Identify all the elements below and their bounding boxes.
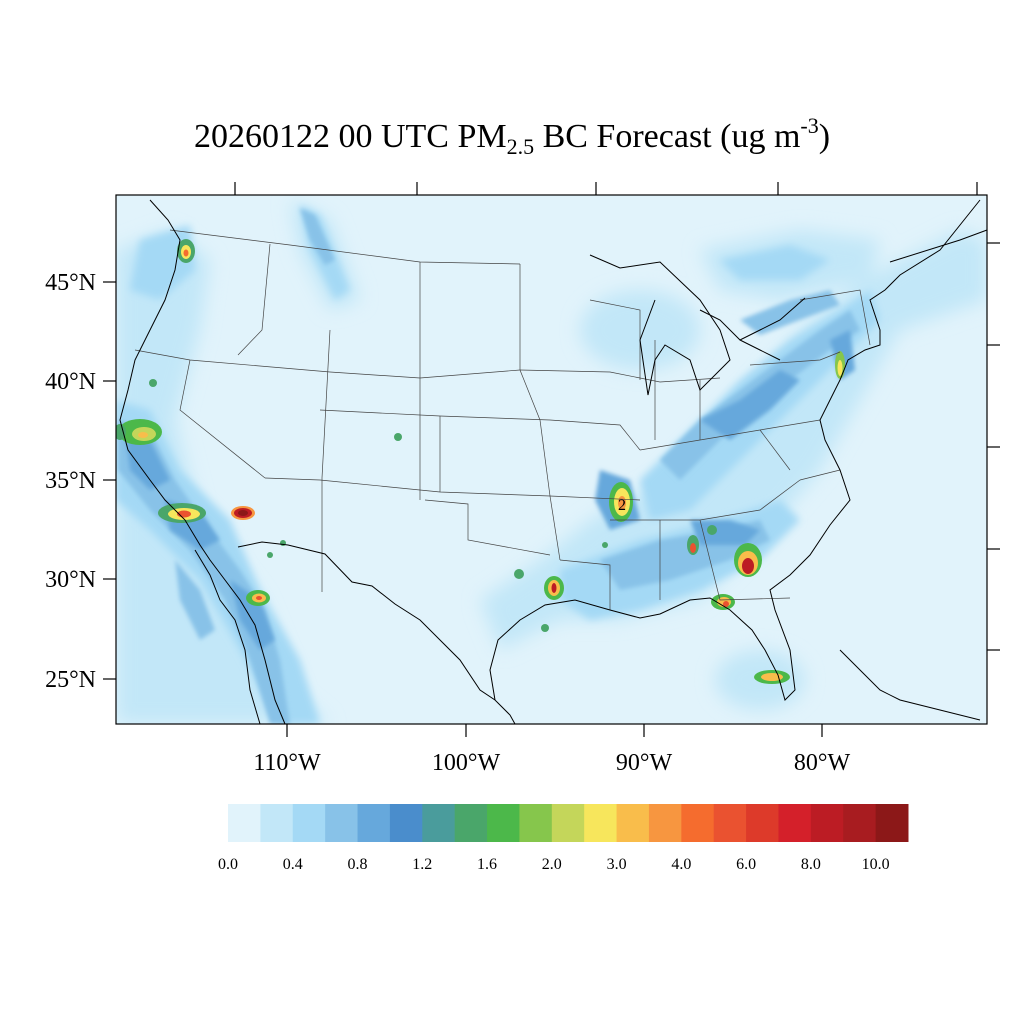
hotspot-florida-panhandle	[711, 594, 735, 610]
hotspot-memphis	[609, 482, 633, 522]
colorbar-tick-label: 4.0	[671, 856, 691, 873]
title-subscript: 2.5	[506, 134, 535, 159]
lon-label-80w: 80°W	[794, 750, 851, 776]
contour-label: 2	[618, 497, 626, 514]
lat-label-40: 40°N	[45, 369, 96, 395]
hotspot-seattle	[177, 239, 195, 263]
colorbar-swatch	[228, 804, 261, 842]
colorbar-tick-label: 1.6	[477, 856, 497, 873]
lat-label-25: 25°N	[45, 667, 96, 693]
colorbar-swatch	[616, 804, 650, 842]
lat-label-30: 30°N	[45, 567, 96, 593]
title-suffix: )	[818, 118, 831, 155]
lon-label-90w: 90°W	[616, 750, 673, 776]
colorbar-tick-label: 8.0	[801, 856, 821, 873]
hotspot-phoenix	[231, 506, 255, 520]
coastline-and-borders	[119, 199, 988, 725]
hotspot-atlanta-area	[687, 535, 699, 555]
hotspot-hermosillo	[246, 590, 270, 606]
colorbar-tick-label: 1.2	[412, 856, 432, 873]
colorbar-swatch	[778, 804, 812, 842]
colorbar-swatch	[519, 804, 553, 842]
colorbar-tick-label: 0.8	[348, 856, 368, 873]
hotspot-south-florida	[754, 670, 790, 684]
colorbar-swatch	[325, 804, 359, 842]
colorbar-tick-label: 6.0	[736, 856, 756, 873]
hotspot-bay-area	[116, 419, 162, 445]
colorbar-tick-label: 0.4	[283, 856, 303, 873]
colorbar-swatch	[584, 804, 618, 842]
colorbar-tick-label: 2.0	[542, 856, 562, 873]
hotspot-small	[149, 379, 717, 632]
state-boundaries	[134, 229, 871, 610]
colorbar-swatch	[551, 804, 585, 842]
colorbar-swatch	[843, 804, 877, 842]
map-axis-ticks	[103, 182, 1000, 737]
title-superscript: -3	[800, 113, 819, 138]
colorbar-swatch	[713, 804, 747, 842]
map-field	[116, 195, 987, 724]
latitude-labels: 45°N 40°N 35°N 30°N 25°N	[45, 270, 96, 693]
hotspot-georgia	[734, 543, 762, 577]
longitude-labels: 110°W 100°W 90°W 80°W	[253, 750, 850, 776]
lat-label-45: 45°N	[45, 270, 96, 296]
lon-label-100w: 100°W	[432, 750, 501, 776]
colorbar-swatch	[260, 804, 294, 842]
map-title: 20260122 00 UTC PM2.5 BC Forecast (ug m-…	[0, 115, 1024, 159]
colorbar-swatch	[681, 804, 715, 842]
colorbar-swatch	[487, 804, 520, 842]
hotspot-los-angeles	[158, 503, 206, 523]
lat-label-35: 35°N	[45, 468, 96, 494]
colorbar-swatch	[292, 804, 326, 842]
colorbar-swatch	[357, 804, 391, 842]
colorbar-swatch	[810, 804, 844, 842]
colorbar-swatch	[454, 804, 488, 842]
title-middle: BC Forecast (ug m	[534, 118, 801, 155]
lon-label-110w: 110°W	[253, 750, 321, 776]
colorbar-swatch	[389, 804, 423, 842]
colorbar-swatch	[422, 804, 456, 842]
colorbar-swatch	[648, 804, 682, 842]
colorbar-tick-label: 0.0	[218, 856, 238, 873]
colorbar-tick-label: 3.0	[607, 856, 627, 873]
hotspot-new-york	[835, 351, 845, 379]
map-frame	[115, 194, 988, 725]
colorbar: 0.0 0.4 0.8 1.2 1.6 2.0 3.0 4.0 6.0 8.0 10.0	[218, 804, 909, 873]
colorbar-swatch	[746, 804, 779, 842]
colorbar-tick-label: 10.0	[862, 856, 890, 873]
title-prefix: 20260122 00 UTC PM	[193, 118, 507, 155]
hotspot-houston	[544, 576, 564, 600]
colorbar-swatch	[875, 804, 909, 842]
